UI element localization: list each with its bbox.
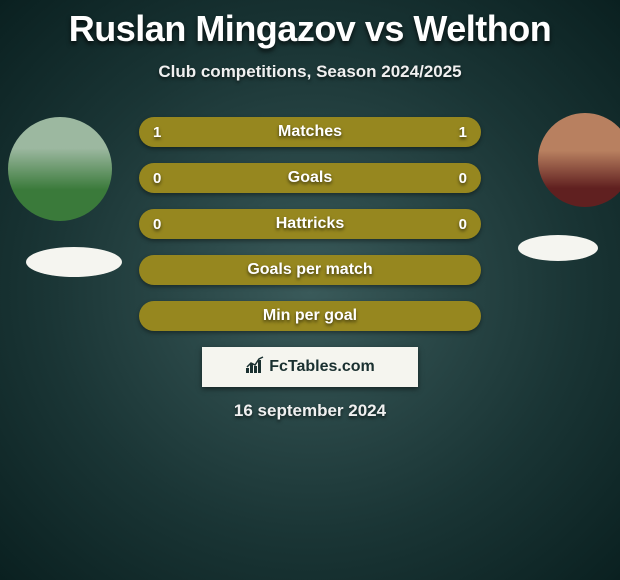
page-title: Ruslan Mingazov vs Welthon [0, 0, 620, 50]
player-right-avatar [538, 113, 620, 207]
stat-row: 0 Hattricks 0 [139, 209, 481, 239]
stat-label: Matches [139, 123, 481, 141]
stat-row: 1 Matches 1 [139, 117, 481, 147]
stat-right-value: 0 [459, 170, 467, 187]
stat-right-value: 1 [459, 124, 467, 141]
comparison-panel: 1 Matches 1 0 Goals 0 0 Hattricks 0 Goal… [0, 117, 620, 421]
stat-row: 0 Goals 0 [139, 163, 481, 193]
team-left-badge [26, 247, 122, 277]
stat-right-value: 0 [459, 216, 467, 233]
page-subtitle: Club competitions, Season 2024/2025 [0, 62, 620, 82]
stat-label: Goals [139, 169, 481, 187]
stat-left-value: 0 [153, 216, 161, 233]
stat-label: Min per goal [139, 307, 481, 325]
bar-chart-icon [245, 356, 267, 379]
stat-label: Hattricks [139, 215, 481, 233]
team-right-badge [518, 235, 598, 261]
stat-label: Goals per match [139, 261, 481, 279]
player-left-avatar [8, 117, 112, 221]
stat-bars: 1 Matches 1 0 Goals 0 0 Hattricks 0 Goal… [139, 117, 481, 331]
stat-left-value: 0 [153, 170, 161, 187]
brand-text: FcTables.com [269, 358, 375, 376]
brand-footer[interactable]: FcTables.com [202, 347, 418, 387]
stat-left-value: 1 [153, 124, 161, 141]
stat-row: Min per goal [139, 301, 481, 331]
stat-row: Goals per match [139, 255, 481, 285]
date-text: 16 september 2024 [0, 401, 620, 421]
